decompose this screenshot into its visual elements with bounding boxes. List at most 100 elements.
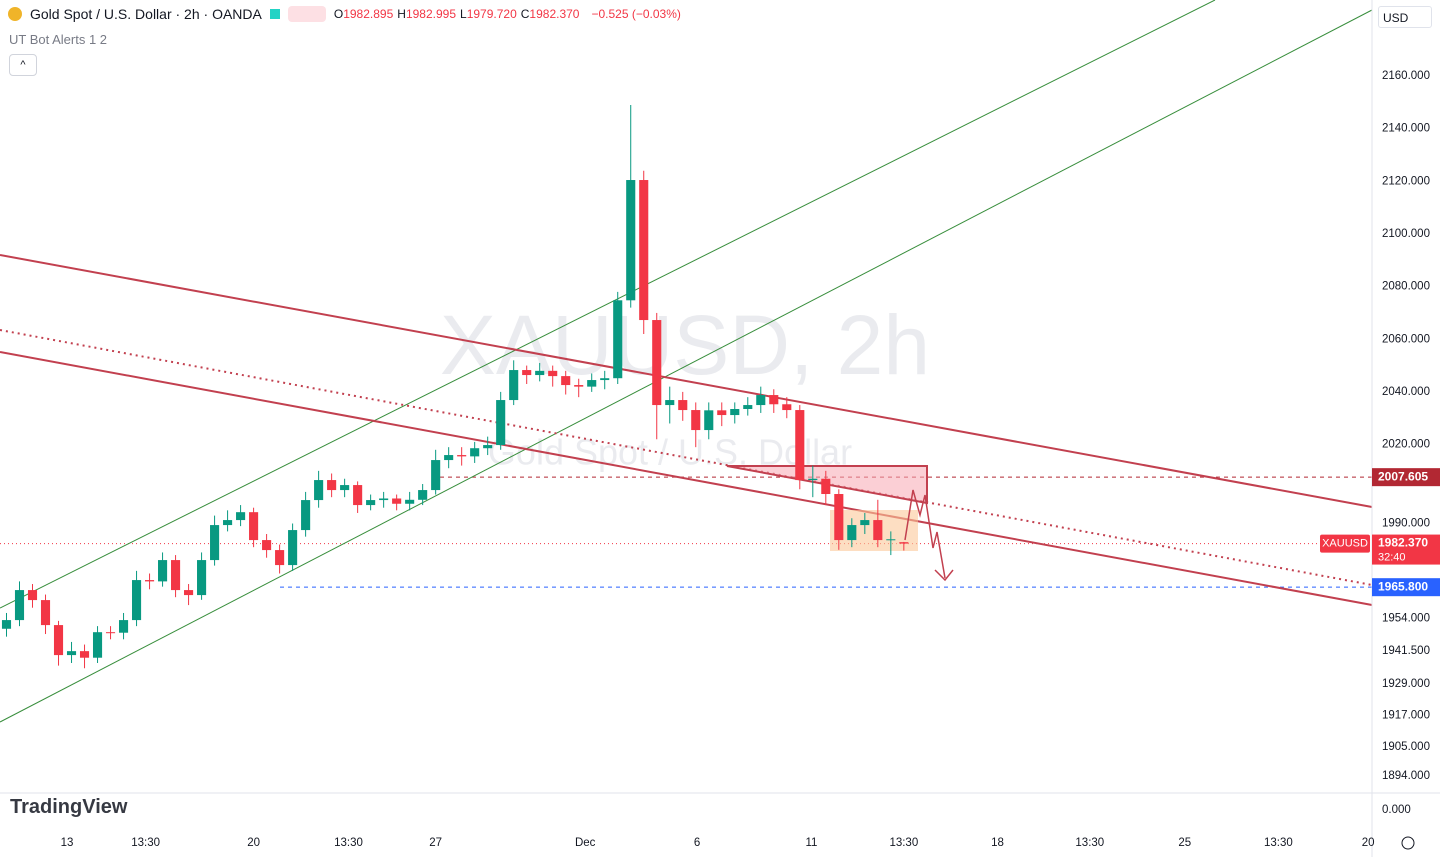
trend-line <box>0 351 1373 606</box>
candle-body <box>66 651 77 656</box>
candle-body <box>587 380 597 387</box>
drawings <box>0 0 1373 723</box>
symbol-tag-label: XAUUSD <box>1322 537 1368 549</box>
candle-body <box>262 540 272 551</box>
candle-body <box>444 455 454 461</box>
candle-body <box>483 445 493 449</box>
candle-body <box>639 180 649 321</box>
x-tick-label: 13 <box>61 837 74 849</box>
watermark: XAUUSD, 2h <box>440 298 930 392</box>
ohlc-key: H <box>397 7 406 21</box>
candle-body <box>405 499 415 504</box>
candle-body <box>522 370 532 376</box>
time-axis <box>0 793 1372 857</box>
channel-line <box>0 0 1216 609</box>
candle-body <box>626 180 636 301</box>
candle-body <box>600 378 610 381</box>
candle-body <box>275 550 285 566</box>
y-tick-label: 2020.000 <box>1382 439 1430 451</box>
symbol-tag <box>1320 534 1370 553</box>
candle-body <box>782 404 792 411</box>
candle-body <box>470 448 480 457</box>
arrow-head <box>934 569 954 582</box>
y-tick-label: 2080.000 <box>1382 281 1430 293</box>
flag <box>269 9 280 19</box>
candle-body <box>314 480 324 501</box>
x-tick-label: 18 <box>991 837 1004 849</box>
candle-body <box>431 460 441 491</box>
candle-body <box>821 478 831 495</box>
candle-body <box>899 542 909 544</box>
candle-body <box>40 600 51 626</box>
candle-body <box>353 485 363 506</box>
candle-body <box>327 480 337 491</box>
y-tick-label: 2120.000 <box>1382 175 1430 187</box>
candle-body <box>366 500 376 506</box>
candle-body <box>665 400 675 406</box>
x-tick-label: 27 <box>429 837 442 849</box>
candle-body <box>249 512 259 541</box>
candle-body <box>288 530 298 566</box>
channel-line <box>0 9 1373 723</box>
collapse-button[interactable]: ^ <box>9 54 37 76</box>
candle-body <box>548 370 558 377</box>
settings-icon[interactable] <box>1401 836 1415 850</box>
ohlc-value: 1982.995 <box>405 7 456 21</box>
market-status <box>287 6 326 22</box>
trend-line <box>0 254 1373 508</box>
price-tag <box>1372 468 1440 487</box>
candle-body <box>535 370 545 376</box>
candle-body <box>27 590 38 601</box>
logo: TradingView <box>10 796 128 818</box>
y-tick-label: 2140.000 <box>1382 123 1430 135</box>
y-tick-label: 1941.500 <box>1382 645 1430 657</box>
candle-body <box>652 320 662 406</box>
candle-body <box>171 560 181 591</box>
candle-body <box>743 405 753 410</box>
y-tick-label: 1954.000 <box>1382 612 1430 624</box>
candle-body <box>886 539 896 541</box>
price-tag <box>1372 534 1440 565</box>
candle-body <box>145 580 155 582</box>
candle-body <box>834 494 844 541</box>
price-axis <box>1372 0 1440 857</box>
candle-body <box>79 651 90 658</box>
candle-body <box>756 395 766 406</box>
y-tick-label: 1929.000 <box>1382 678 1430 690</box>
candle-body <box>158 560 168 582</box>
candle-body <box>795 410 805 481</box>
candle-body <box>808 478 818 481</box>
x-tick-label: Dec <box>575 837 596 849</box>
candle-body <box>379 498 389 501</box>
y-tick-label: 0.000 <box>1382 804 1411 816</box>
trend-line-dotted <box>0 329 1373 586</box>
y-tick-label: 1917.000 <box>1382 710 1430 722</box>
chart-title: Gold Spot / U.S. Dollar · 2h · OANDA <box>30 6 262 22</box>
ohlc-value: 1982.895 <box>343 7 394 21</box>
x-tick-label: 13:30 <box>334 837 363 849</box>
candle-body <box>847 525 857 541</box>
ohlc-key: C <box>520 7 530 21</box>
candle-body <box>496 400 506 446</box>
y-tick-label: 2100.000 <box>1382 228 1430 240</box>
y-tick-label: 1894.000 <box>1382 770 1430 782</box>
candle-body <box>574 385 584 387</box>
candle-body <box>873 520 883 541</box>
candle-body <box>1 620 12 629</box>
candle-body <box>53 625 64 656</box>
currency[interactable]: USD <box>1378 6 1432 28</box>
candle-body <box>392 498 402 504</box>
price-tag-label: 2007.605 <box>1378 469 1428 483</box>
ohlc-key: L <box>460 7 467 21</box>
candle-body <box>678 400 688 411</box>
indicator[interactable]: UT Bot Alerts 1 2 <box>9 32 108 47</box>
candle-body <box>717 410 727 416</box>
candle-body <box>105 632 116 634</box>
candle-body <box>613 300 623 379</box>
ohlc-legend: O1982.895 H1982.995 L1979.720 C1982.370 <box>334 7 584 21</box>
y-tick-label: 2160.000 <box>1382 70 1430 82</box>
candle-body <box>14 590 25 621</box>
countdown: 32:40 <box>1378 551 1406 563</box>
